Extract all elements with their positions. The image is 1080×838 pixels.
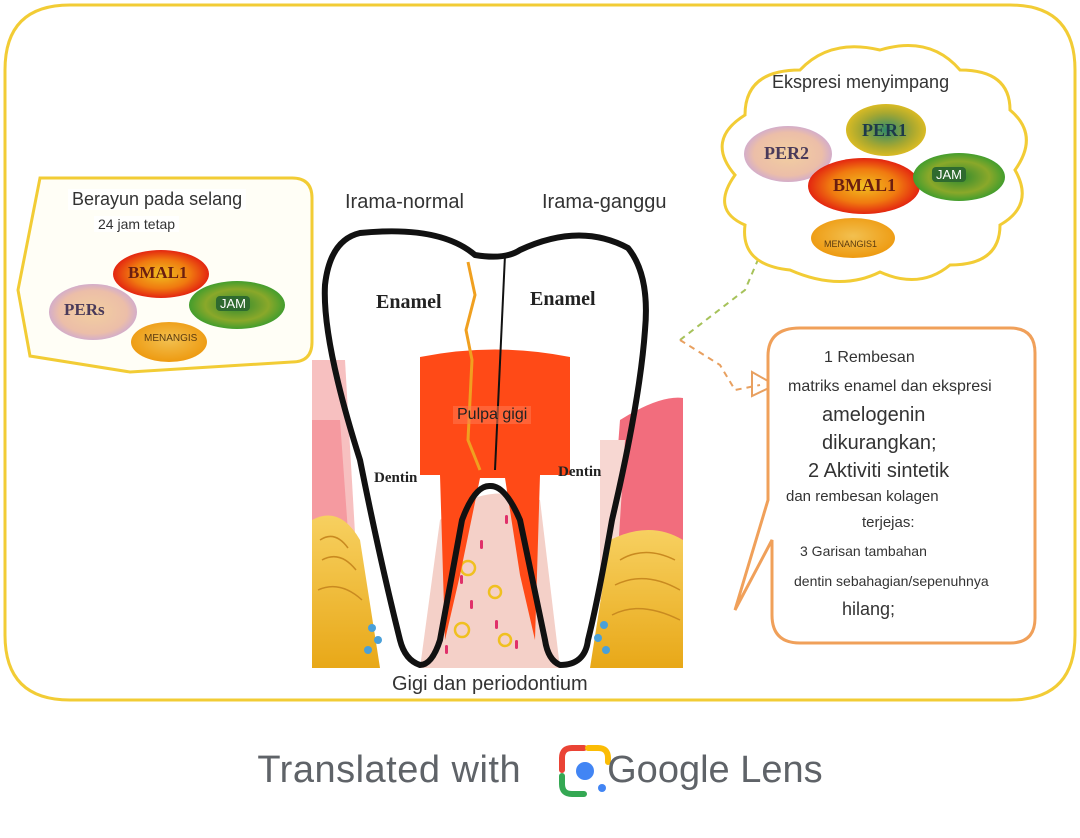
- footer-brand: Google Lens: [607, 748, 823, 791]
- effects-line-10: hilang;: [838, 599, 900, 620]
- left-bubble-title: Berayun pada selang: [68, 189, 247, 210]
- gene-label-jam-left: JAM: [216, 296, 250, 311]
- gene-per2-cloud: [744, 126, 832, 182]
- arrow-to-effects: [679, 339, 761, 392]
- gene-label-jam-cloud: JAM: [932, 167, 966, 182]
- label-irama-normal: Irama-normal: [341, 191, 468, 214]
- effects-line-3: amelogenin: [818, 404, 930, 427]
- gene-menangis1-cloud: [811, 218, 895, 258]
- gene-label-menangis-left: MENANGIS: [144, 333, 198, 344]
- gene-bmal1-cloud: [808, 158, 920, 214]
- crack-line: [464, 261, 482, 471]
- gene-label-menangis1-cloud: MENANGIS1: [824, 239, 878, 249]
- label-irama-ganggu: Irama-ganggu: [538, 191, 671, 214]
- bone-right: [590, 530, 683, 668]
- effects-line-6: dan rembesan kolagen: [782, 488, 943, 505]
- bone-texture: [317, 535, 681, 621]
- effects-line-2: matriks enamel dan ekspresi: [784, 378, 996, 396]
- gene-label-per1-cloud: PER1: [862, 120, 907, 140]
- google-lens-icon: [559, 745, 611, 797]
- effects-line-5: 2 Aktiviti sintetik: [804, 460, 954, 483]
- effects-line-7: terjejas:: [858, 514, 919, 531]
- footer: Translated with Google Lens: [0, 740, 1080, 800]
- cloud-title: Ekspresi menyimpang: [772, 72, 950, 92]
- gene-bmal1-left: [113, 250, 209, 298]
- footer-prefix: Translated with: [257, 748, 522, 791]
- label-enamel-left: Enamel: [376, 291, 442, 313]
- gene-label-bmal1-cloud: BMAL1: [833, 175, 896, 195]
- label-pulpa-gigi: Pulpa gigi: [453, 406, 532, 424]
- arrow-to-cloud: [679, 249, 771, 341]
- label-enamel-right: Enamel: [530, 288, 596, 310]
- effects-line-4: dikurangkan;: [818, 432, 941, 455]
- effects-line-1: 1 Rembesan: [820, 349, 919, 367]
- cells-blue: [364, 621, 610, 654]
- arrow-head-effects: [751, 370, 778, 398]
- bone-left: [312, 515, 380, 668]
- label-dentin-left: Dentin: [374, 470, 418, 486]
- gene-per1-cloud: [846, 104, 926, 156]
- gene-label-pers-left: PERs: [64, 300, 105, 319]
- label-gigi-periodontium: Gigi dan periodontium: [388, 673, 592, 696]
- gene-label-per2-cloud: PER2: [764, 143, 809, 163]
- effects-line-9: dentin sebahagian/sepenuhnya: [790, 573, 993, 589]
- gene-menangis-left: [131, 322, 207, 362]
- gene-label-bmal1-left: BMAL1: [128, 263, 188, 282]
- tooth-outline: [321, 228, 649, 668]
- tooth-divider: [494, 254, 506, 471]
- gene-pers-left: [49, 284, 137, 340]
- left-bubble-subtitle: 24 jam tetap: [94, 216, 180, 232]
- effects-line-8: 3 Garisan tambahan: [796, 543, 931, 559]
- label-dentin-right: Dentin: [558, 464, 602, 480]
- effects-box-outline: [733, 326, 1037, 645]
- outer-frame: [3, 3, 1077, 702]
